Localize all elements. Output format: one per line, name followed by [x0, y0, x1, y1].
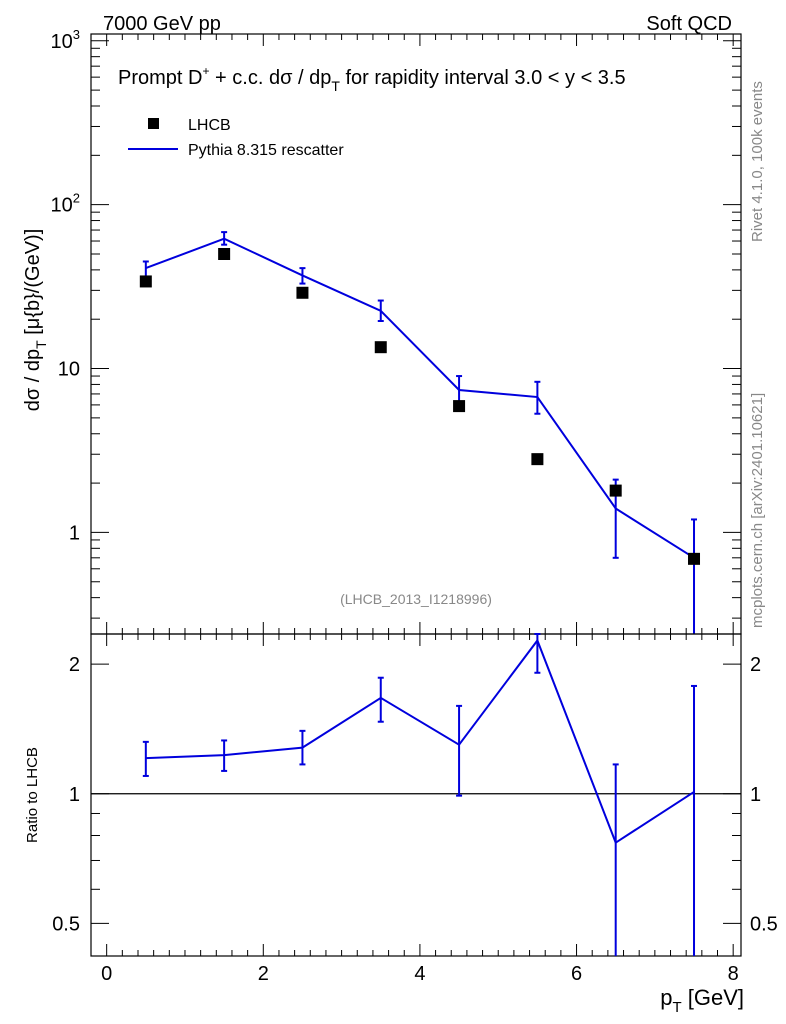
legend: LHCB Pythia 8.315 rescatter — [128, 117, 344, 159]
ratio-y-tick-label-left: 0.5 — [52, 913, 80, 935]
main-y-tick-label: 103 — [51, 27, 80, 53]
lhcb-data-point — [374, 341, 387, 354]
ratio-plot-marks — [91, 633, 741, 956]
ratio-y-tick-label-left: 1 — [69, 784, 80, 806]
header-right: Soft QCD — [646, 13, 732, 35]
ratio-series-line — [145, 638, 695, 845]
main-panel: 1 10 102 103 Prompt D+ + c.c. dσ / dpT for … — [22, 27, 742, 635]
ratio-y-tick-label-right: 0.5 — [750, 913, 778, 935]
legend-marker-lhcb — [148, 118, 159, 129]
lhcb-data-point — [218, 247, 231, 260]
header-left: 7000 GeV pp — [103, 13, 221, 35]
lhcb-data-point — [609, 484, 622, 497]
analysis-tag: (LHCB_2013_I1218996) — [340, 591, 492, 607]
lhcb-data-point — [296, 286, 309, 299]
ratio-y-tick-label-right: 1 — [750, 784, 761, 806]
main-axis-ticks — [90, 34, 741, 634]
lhcb-data-point — [531, 453, 544, 466]
main-y-axis-label: dσ / dpT [μ{b}/(GeV)] — [22, 229, 49, 412]
main-y-tick-label: 102 — [51, 191, 80, 217]
main-plot-marks — [139, 231, 701, 634]
x-tick-label: 0 — [101, 963, 112, 985]
ratio-axis-ticks — [90, 634, 741, 956]
mc-series-line — [145, 237, 695, 559]
side-label-bottom: mcplots.cern.ch [arXiv:2401.10621] — [749, 393, 766, 628]
main-y-tick-label: 10 — [58, 359, 80, 381]
x-tick-label: 2 — [258, 963, 269, 985]
main-y-tick-labels: 1 10 102 103 — [51, 27, 80, 545]
main-y-tick-label: 1 — [69, 522, 80, 544]
x-axis-label: pT [GeV] — [660, 985, 744, 1016]
ratio-panel: 0.5 0.5 1 1 2 2 0 2 4 6 8 Ratio to LHCB pT [GeV] — [24, 633, 778, 1016]
legend-label-pythia: Pythia 8.315 rescatter — [188, 142, 344, 159]
x-tick-label: 4 — [414, 963, 425, 985]
x-tick-labels: 0 2 4 6 8 — [101, 963, 739, 985]
x-tick-label: 8 — [728, 963, 739, 985]
side-label-top: Rivet 4.1.0, 100k events — [749, 81, 766, 242]
lhcb-data-point — [688, 552, 701, 565]
ratio-y-tick-label-right: 2 — [750, 654, 761, 676]
legend-label-lhcb: LHCB — [188, 117, 231, 134]
main-title: Prompt D+ + c.c. dσ / dpT for rapidity i… — [118, 64, 626, 94]
lhcb-data-point — [139, 275, 152, 288]
ratio-y-tick-label-left: 2 — [69, 654, 80, 676]
ratio-y-axis-label: Ratio to LHCB — [24, 747, 41, 843]
lhcb-data-point — [453, 400, 466, 413]
x-tick-label: 6 — [571, 963, 582, 985]
ratio-y-tick-labels: 0.5 0.5 1 1 2 2 — [52, 654, 778, 935]
ratio-plot-frame — [90, 633, 742, 957]
